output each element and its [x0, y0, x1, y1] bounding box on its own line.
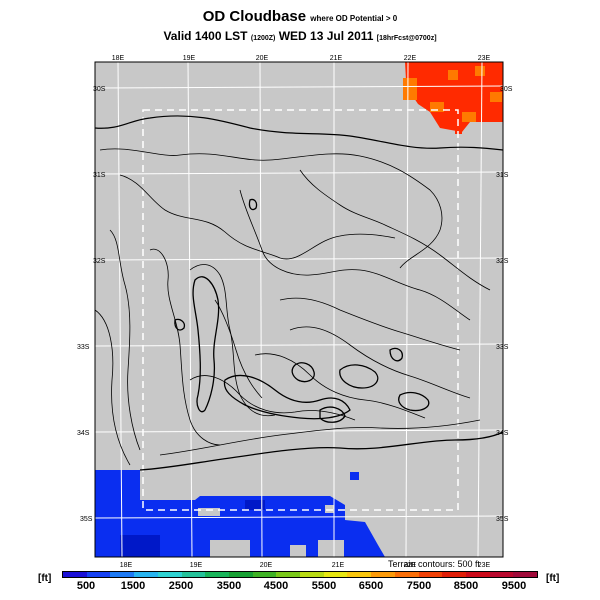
colorbar-swatch — [347, 572, 372, 577]
colorbar-unit-right: [ft] — [546, 573, 560, 584]
lat-label-right: 30S — [500, 86, 513, 93]
lon-label-bottom: 20E — [260, 562, 273, 569]
valid-date: WED 13 Jul 2011 — [278, 29, 374, 43]
colorbar-swatch — [465, 572, 490, 577]
colorbar-swatch — [418, 572, 443, 577]
valid-code: (1200Z) — [250, 35, 276, 42]
colorbar-tick-label: 6500 — [358, 580, 384, 592]
colorbar-swatch — [371, 572, 395, 577]
major-contours — [174, 198, 430, 423]
lat-labels-right: 30S 31S 32S 33S 34S 35S — [496, 86, 513, 523]
colorbar-swatch — [513, 572, 538, 577]
lon-labels-bottom: 18E 19E 20E 21E 22E 23E — [120, 562, 491, 569]
colorbar-tick-label: 2500 — [168, 580, 194, 592]
colorbar-swatch — [134, 572, 158, 577]
colorbar-swatch — [394, 572, 419, 577]
colorbar-swatch — [276, 572, 301, 577]
terrain-contours — [94, 115, 504, 471]
lat-label-right: 31S — [496, 172, 509, 179]
title-block: OD Cloudbase where OD Potential > 0 Vali… — [0, 8, 600, 47]
lat-label-right: 35S — [496, 516, 509, 523]
lat-lon-grid — [94, 61, 504, 558]
lon-label-bottom: 23E — [478, 562, 491, 569]
title-main: OD Cloudbase — [202, 8, 307, 25]
colorbar-swatch — [228, 572, 253, 577]
lat-label-right: 32S — [496, 258, 509, 265]
colorbar-swatch — [181, 572, 206, 577]
colorbar-swatch — [252, 572, 277, 577]
lat-label-left: 30S — [93, 86, 106, 93]
lon-label-bottom: 21E — [332, 562, 345, 569]
map-frame — [94, 61, 504, 558]
colorbar — [62, 571, 538, 578]
lon-label-top: 23E — [478, 55, 491, 62]
lon-labels-top: 18E 19E 20E 21E 22E 23E — [112, 55, 491, 62]
valid-time: Valid 1400 LST (1200Z) WED 13 Jul 2011 [… — [0, 28, 600, 47]
lon-label-top: 22E — [404, 55, 417, 62]
colorbar-swatch — [323, 572, 348, 577]
title-qualifier: where OD Potential > 0 — [310, 14, 398, 23]
lat-label-left: 32S — [93, 258, 106, 265]
colorbar-swatch — [300, 572, 324, 577]
colorbar-unit-left: [ft] — [38, 573, 52, 584]
inner-domain-box — [142, 109, 459, 511]
map-background — [95, 62, 503, 557]
colorbar-tick-label: 3500 — [216, 580, 242, 592]
low-cloudbase-region — [95, 470, 385, 557]
colorbar-tick-label: 4500 — [263, 580, 289, 592]
colorbar-swatch — [489, 572, 514, 577]
colorbar-swatch — [110, 572, 135, 577]
model-tag: [18hrFcst@0700z] — [376, 35, 437, 42]
lat-label-right: 33S — [496, 344, 509, 351]
lon-label-top: 20E — [256, 55, 269, 62]
lat-labels-left: 30S 31S 32S 33S 34S 35S — [77, 86, 106, 523]
lat-label-left: 33S — [77, 344, 90, 351]
lon-label-top: 21E — [330, 55, 343, 62]
lat-label-left: 34S — [77, 430, 90, 437]
colorbar-tick-label: 500 — [76, 580, 96, 592]
colorbar-tick-label: 1500 — [120, 580, 146, 592]
valid-prefix: Valid 1400 LST — [163, 29, 248, 43]
lon-label-top: 18E — [112, 55, 125, 62]
colorbar-swatch — [63, 572, 87, 577]
lat-label-right: 34S — [496, 430, 509, 437]
chart-title: OD Cloudbase where OD Potential > 0 — [0, 8, 600, 28]
colorbar-tick-label: 9500 — [501, 580, 527, 592]
colorbar-tick-label: 7500 — [406, 580, 432, 592]
colorbar-tick-label: 5500 — [311, 580, 337, 592]
lon-label-bottom: 22E — [404, 562, 417, 569]
terrain-contour-note: Terrain contours: 500 ft — [388, 559, 481, 569]
high-cloudbase-region — [403, 62, 503, 134]
lon-label-top: 19E — [183, 55, 196, 62]
colorbar-swatch — [157, 572, 182, 577]
colorbar-tick-label: 8500 — [453, 580, 479, 592]
colorbar-swatch — [442, 572, 466, 577]
colorbar-swatch — [205, 572, 229, 577]
lat-label-left: 31S — [93, 172, 106, 179]
lon-label-bottom: 18E — [120, 562, 133, 569]
lon-label-bottom: 19E — [190, 562, 203, 569]
colorbar-swatch — [86, 572, 111, 577]
lat-label-left: 35S — [80, 516, 93, 523]
